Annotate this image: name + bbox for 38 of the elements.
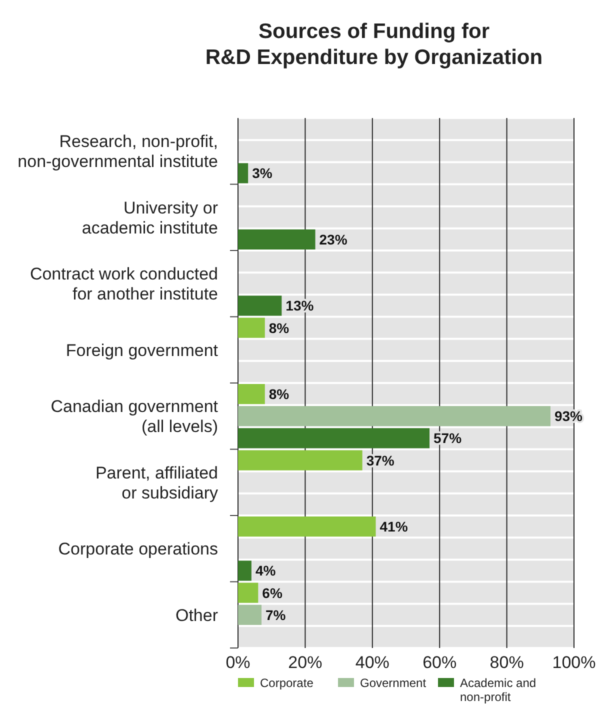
bar — [238, 163, 248, 184]
data-label: 3% — [252, 165, 273, 182]
bar — [238, 384, 265, 404]
bar — [238, 229, 316, 250]
y-tick-label: Foreign government — [66, 340, 218, 360]
bar — [238, 296, 282, 316]
y-tick-label: Research, non-profit, non-governmental institute — [18, 132, 218, 172]
bar — [238, 406, 550, 426]
x-tick-label: 100% — [552, 653, 596, 672]
data-label: 41% — [380, 518, 408, 535]
data-label: 6% — [262, 584, 283, 601]
bar — [238, 450, 362, 470]
data-label: 8% — [268, 386, 290, 402]
bar — [238, 582, 258, 603]
legend-label: Corporate — [260, 676, 314, 690]
y-tick-label: Parent, affiliated or subsidiary — [95, 463, 218, 502]
bar — [238, 516, 376, 537]
bar — [238, 318, 265, 338]
data-label: 23% — [319, 231, 348, 248]
x-tick-label: 80% — [490, 653, 524, 672]
x-tick-label: 20% — [288, 653, 322, 672]
bar — [238, 604, 262, 625]
data-label: 8% — [268, 320, 290, 336]
y-tick-label: University or academic institute — [82, 198, 218, 238]
legend-label: Government — [360, 676, 427, 690]
x-tick-label: 60% — [422, 653, 457, 672]
bar — [238, 428, 430, 448]
data-label: 7% — [266, 606, 286, 623]
y-tick-label: Other — [175, 606, 218, 625]
chart-title: Sources of Funding for R&D Expenditure by Organization — [205, 20, 543, 69]
legend-label: Academic and non-profit — [460, 676, 536, 704]
x-tick-label: 0% — [226, 653, 250, 672]
bar — [238, 560, 252, 581]
y-tick-label: Corporate operations — [58, 540, 218, 559]
y-tick-label: Contract work conducted for another institute — [30, 264, 218, 304]
data-label: 4% — [255, 562, 276, 579]
y-tick-label: Canadian government (all levels) — [50, 397, 218, 436]
x-tick-label: 40% — [355, 653, 390, 672]
